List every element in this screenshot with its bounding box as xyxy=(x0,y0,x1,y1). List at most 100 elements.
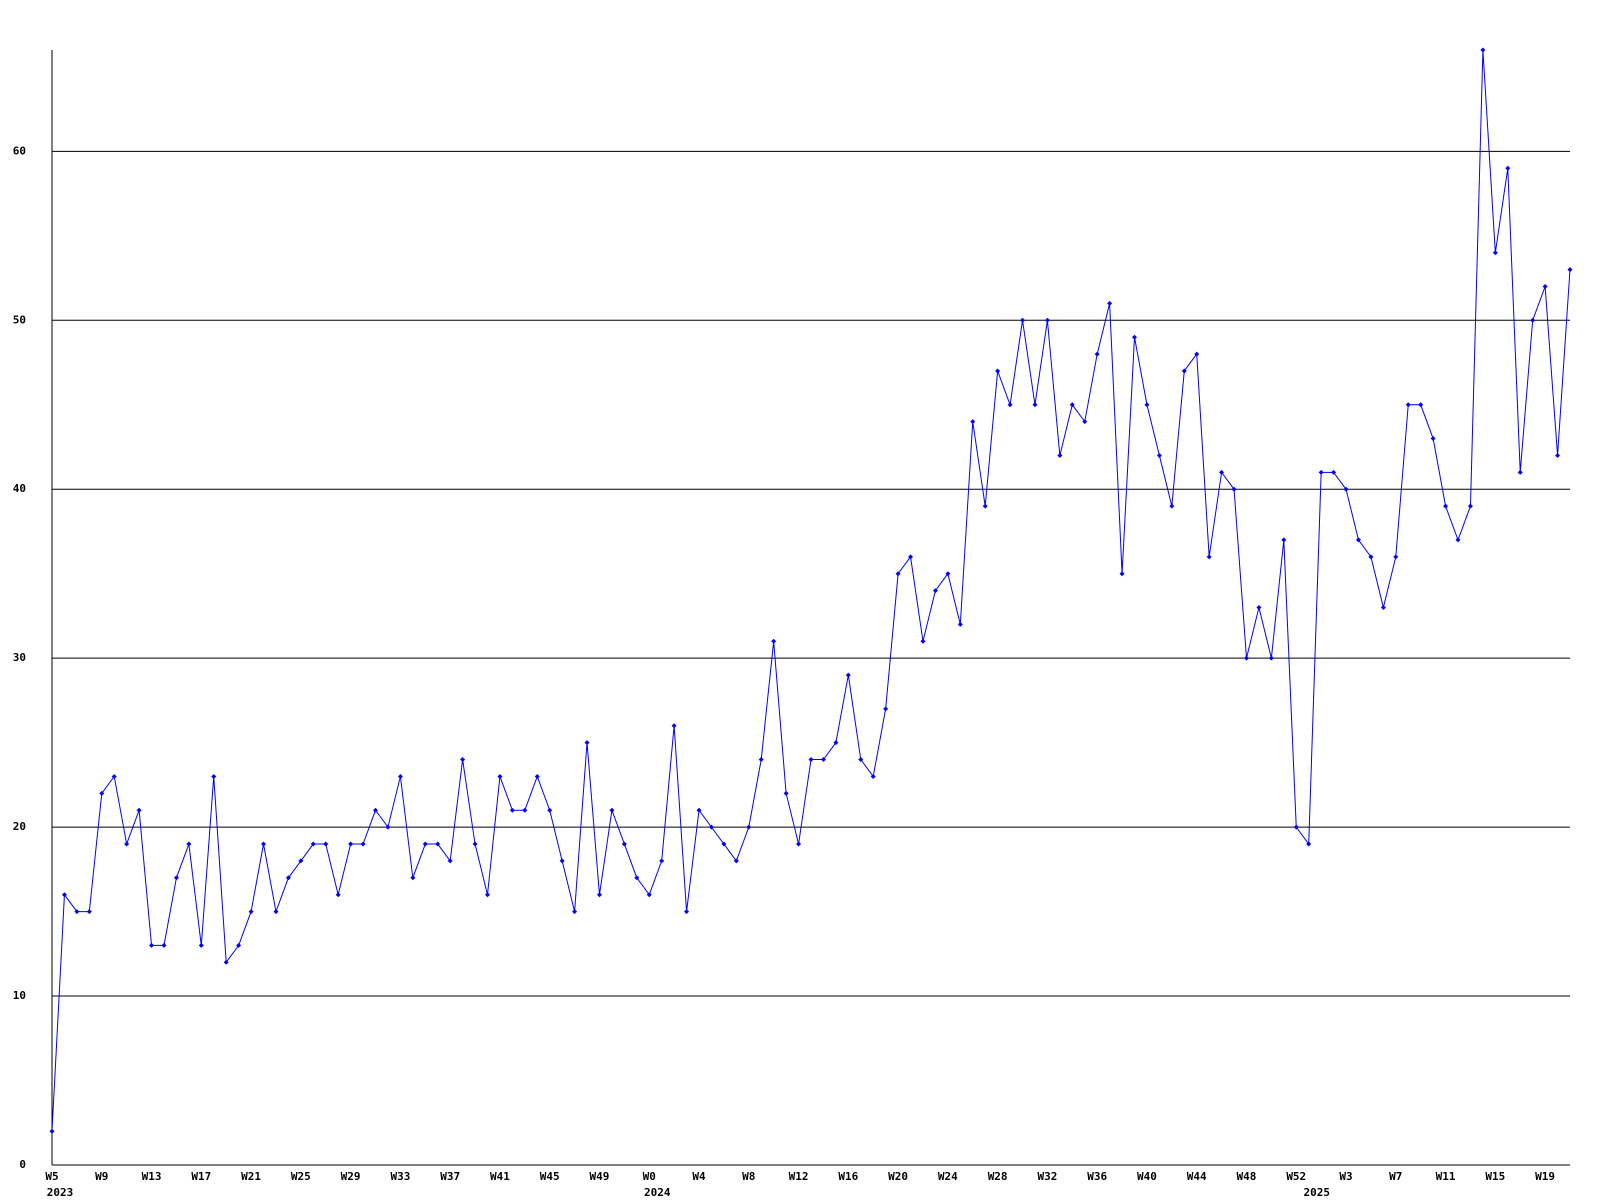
x-tick-label: W49 xyxy=(590,1170,610,1183)
x-tick-label: W24 xyxy=(938,1170,958,1183)
marker xyxy=(634,875,640,881)
marker xyxy=(1430,436,1436,442)
marker xyxy=(771,638,777,644)
marker xyxy=(124,841,130,847)
marker xyxy=(1505,165,1511,171)
marker xyxy=(746,824,752,830)
marker xyxy=(957,621,963,627)
marker xyxy=(1169,503,1175,509)
marker xyxy=(310,841,316,847)
marker xyxy=(1069,402,1075,408)
marker xyxy=(808,757,814,763)
marker xyxy=(1268,655,1274,661)
x-tick-label: W9 xyxy=(95,1170,108,1183)
marker xyxy=(572,909,578,915)
y-tick-label: 20 xyxy=(13,820,26,833)
marker xyxy=(1082,419,1088,425)
x-tick-label: W21 xyxy=(241,1170,261,1183)
x-tick-label: W5 xyxy=(45,1170,58,1183)
y-tick-label: 50 xyxy=(13,313,26,326)
marker xyxy=(547,807,553,813)
x-tick-label: W52 xyxy=(1286,1170,1306,1183)
marker xyxy=(348,841,354,847)
marker xyxy=(435,841,441,847)
y-tick-label: 10 xyxy=(13,989,26,1002)
marker xyxy=(472,841,478,847)
x-tick-label: W7 xyxy=(1389,1170,1402,1183)
marker xyxy=(733,858,739,864)
x-tick-label: W32 xyxy=(1037,1170,1057,1183)
marker xyxy=(920,638,926,644)
marker xyxy=(820,757,826,763)
marker xyxy=(1542,284,1548,290)
x-tick-label: W11 xyxy=(1436,1170,1456,1183)
marker xyxy=(559,858,565,864)
marker xyxy=(596,892,602,898)
marker xyxy=(1355,537,1361,543)
marker xyxy=(1231,486,1237,492)
marker xyxy=(1418,402,1424,408)
marker xyxy=(646,892,652,898)
marker xyxy=(1057,452,1063,458)
x-year-label: 2025 xyxy=(1303,1186,1330,1199)
marker xyxy=(758,757,764,763)
marker xyxy=(136,807,142,813)
x-tick-label: W17 xyxy=(191,1170,211,1183)
marker xyxy=(61,892,67,898)
marker xyxy=(1467,503,1473,509)
y-tick-label: 30 xyxy=(13,651,26,664)
marker xyxy=(684,909,690,915)
x-tick-label: W45 xyxy=(540,1170,560,1183)
marker xyxy=(497,773,503,779)
marker xyxy=(1530,317,1536,323)
marker xyxy=(248,909,254,915)
marker xyxy=(671,723,677,729)
marker xyxy=(970,419,976,425)
x-tick-label: W13 xyxy=(142,1170,162,1183)
marker xyxy=(1567,267,1573,273)
marker xyxy=(198,942,204,948)
marker xyxy=(783,790,789,796)
marker xyxy=(1380,605,1386,610)
marker xyxy=(659,858,665,864)
x-year-label: 2023 xyxy=(47,1186,74,1199)
marker xyxy=(285,875,291,881)
marker xyxy=(1032,402,1038,408)
x-tick-label: W48 xyxy=(1237,1170,1257,1183)
marker xyxy=(1555,452,1561,458)
marker xyxy=(86,909,92,915)
marker xyxy=(1480,47,1486,53)
marker xyxy=(360,841,366,847)
marker xyxy=(422,841,428,847)
marker xyxy=(149,942,155,948)
marker xyxy=(522,807,528,813)
marker xyxy=(373,807,379,813)
x-tick-label: W4 xyxy=(692,1170,706,1183)
marker xyxy=(945,571,951,577)
x-tick-label: W16 xyxy=(838,1170,858,1183)
marker xyxy=(908,554,914,560)
marker xyxy=(833,740,839,746)
marker xyxy=(870,773,876,779)
marker xyxy=(845,672,851,678)
x-tick-label: W25 xyxy=(291,1170,311,1183)
marker xyxy=(335,892,341,898)
marker xyxy=(1132,334,1138,340)
x-tick-label: W12 xyxy=(789,1170,809,1183)
x-tick-label: W36 xyxy=(1087,1170,1107,1183)
marker xyxy=(223,959,229,965)
marker xyxy=(236,942,242,948)
marker xyxy=(796,841,802,847)
marker xyxy=(708,824,714,830)
marker xyxy=(1343,486,1349,492)
marker xyxy=(858,757,864,763)
marker xyxy=(1119,571,1125,577)
marker xyxy=(1293,824,1299,830)
marker xyxy=(1331,469,1337,475)
marker xyxy=(1107,300,1113,306)
marker xyxy=(1281,537,1287,543)
marker xyxy=(1405,402,1411,408)
marker xyxy=(1007,402,1013,408)
marker xyxy=(460,757,466,763)
